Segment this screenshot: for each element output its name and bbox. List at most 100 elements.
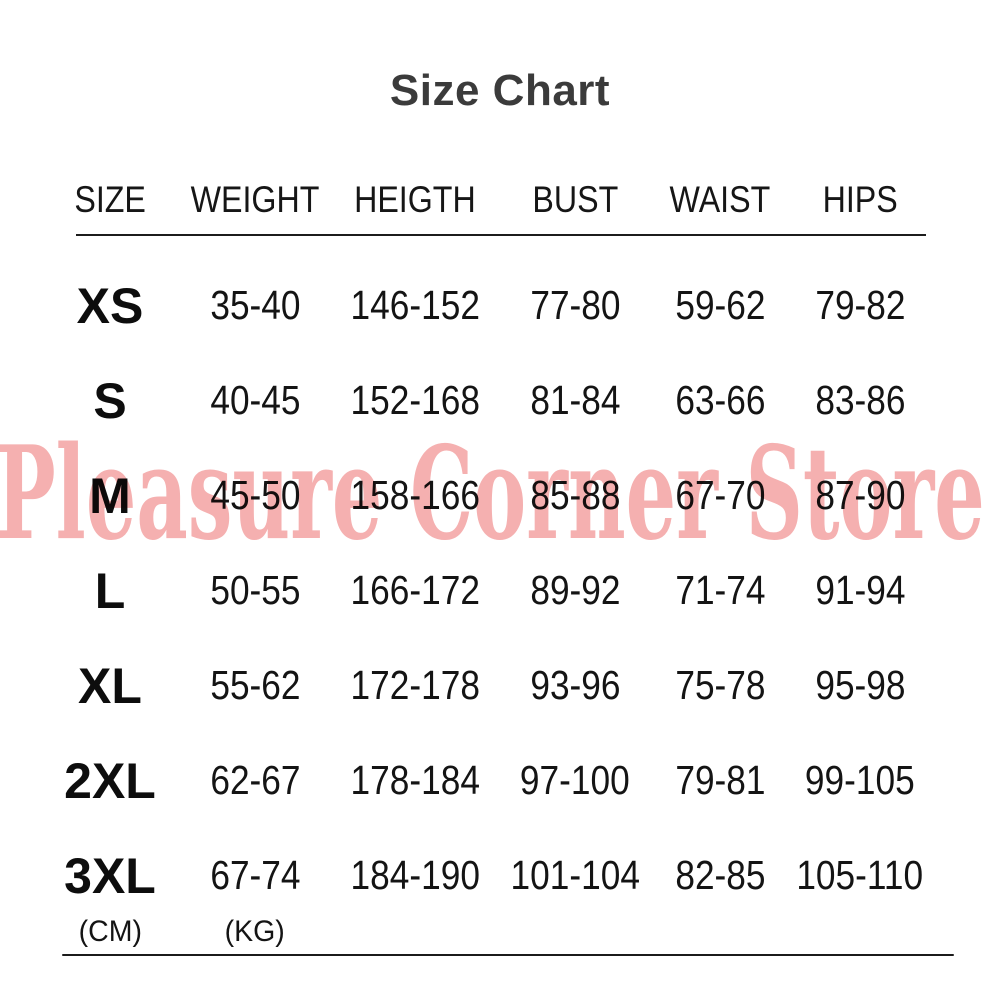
waist-value: 79-81 (674, 757, 766, 803)
bust-value: 81-84 (529, 377, 621, 423)
weight-value: 62-67 (209, 757, 301, 803)
size-label: XS (76, 277, 144, 334)
table-cell: 67-70 (668, 472, 773, 519)
table-cell: 87-90 (808, 472, 913, 519)
column-header-waist-label: WAIST (669, 179, 771, 220)
column-header-bust-label: BUST (532, 179, 618, 220)
table-cell: 85-88 (523, 472, 628, 519)
waist-value: 67-70 (674, 472, 766, 518)
table-cell: 152-168 (340, 377, 490, 424)
table-cell: 101-104 (500, 852, 650, 899)
table-cell: 91-94 (808, 567, 913, 614)
table-cell: 55-62 (203, 662, 308, 709)
weight-value: 67-74 (209, 852, 301, 898)
bust-value: 97-100 (520, 757, 630, 803)
cm-unit-label: (CM) (78, 915, 142, 948)
height-value: 158-166 (350, 472, 480, 518)
weight-value: 40-45 (209, 377, 301, 423)
size-label: 3XL (64, 847, 156, 904)
units-row: (CM) (KG) (40, 912, 930, 952)
table-cell: 50-55 (203, 567, 308, 614)
height-value: 172-178 (350, 662, 480, 708)
size-label: L (94, 562, 126, 619)
table-cell: 184-190 (340, 852, 490, 899)
kg-unit-label: (KG) (224, 915, 286, 948)
size-label: 2XL (64, 752, 156, 809)
table-row-xs-size: XS (77, 277, 144, 335)
hips-value: 91-94 (814, 567, 906, 613)
hips-value: 95-98 (814, 662, 906, 708)
table-cell: 158-166 (340, 472, 490, 519)
table-cell: 63-66 (668, 377, 773, 424)
unit-label-cm: (CM) (77, 915, 144, 949)
table-cell: 35-40 (203, 282, 308, 329)
table-cell: 172-178 (340, 662, 490, 709)
table-cell: 62-67 (203, 757, 308, 804)
table-cell: 166-172 (340, 567, 490, 614)
table-header-row: SIZE WEIGHT HEIGTH BUST WAIST HIPS (40, 178, 930, 222)
hips-value: 87-90 (814, 472, 906, 518)
bust-value: 93-96 (529, 662, 621, 708)
table-row-xl-size: XL (78, 657, 142, 715)
height-value: 166-172 (350, 567, 480, 613)
table-cell: 40-45 (203, 377, 308, 424)
table-row-l-size: L (95, 562, 126, 620)
column-header-size-label: SIZE (74, 179, 146, 220)
table-cell: 79-81 (668, 757, 773, 804)
bust-value: 85-88 (529, 472, 621, 518)
table-cell: 82-85 (668, 852, 773, 899)
column-header-height: HEIGTH (345, 179, 485, 221)
table-cell: 99-105 (796, 757, 924, 804)
table-cell: 71-74 (668, 567, 773, 614)
table-cell: 146-152 (340, 282, 490, 329)
hips-value: 99-105 (805, 757, 915, 803)
table-row-m-size: M (89, 467, 131, 525)
weight-value: 45-50 (209, 472, 301, 518)
size-label: M (89, 467, 131, 524)
column-header-waist: WAIST (662, 179, 778, 221)
table-cell: 93-96 (523, 662, 628, 709)
table-row-2xl-size: 2XL (64, 752, 156, 810)
table-cell: 67-74 (203, 852, 308, 899)
table-row-s-size: S (93, 372, 126, 430)
column-header-weight-label: WEIGHT (190, 179, 320, 220)
column-header-hips-label: HIPS (822, 179, 898, 220)
height-value: 152-168 (350, 377, 480, 423)
table-cell: 97-100 (511, 757, 639, 804)
bottom-underline (62, 954, 954, 956)
page-title: Size Chart (389, 66, 611, 115)
header-underline (76, 234, 926, 236)
hips-value: 83-86 (814, 377, 906, 423)
weight-value: 55-62 (209, 662, 301, 708)
column-header-height-label: HEIGTH (354, 179, 476, 220)
column-header-bust: BUST (526, 179, 625, 221)
weight-value: 50-55 (209, 567, 301, 613)
waist-value: 71-74 (674, 567, 766, 613)
hips-value: 105-110 (796, 852, 924, 898)
height-value: 178-184 (350, 757, 480, 803)
table-cell: 45-50 (203, 472, 308, 519)
unit-label-kg: (KG) (223, 915, 286, 949)
table-cell: 79-82 (808, 282, 913, 329)
waist-value: 59-62 (674, 282, 766, 328)
bust-value: 77-80 (529, 282, 621, 328)
bust-value: 101-104 (510, 852, 640, 898)
size-label: XL (78, 657, 142, 714)
table-cell: 81-84 (523, 377, 628, 424)
table-cell: 178-184 (340, 757, 490, 804)
weight-value: 35-40 (209, 282, 301, 328)
size-label: S (93, 372, 127, 429)
waist-value: 82-85 (674, 852, 766, 898)
table-cell: 75-78 (668, 662, 773, 709)
waist-value: 75-78 (674, 662, 766, 708)
waist-value: 63-66 (674, 377, 766, 423)
column-header-size: SIZE (69, 179, 151, 221)
table-row-3xl-size: 3XL (64, 847, 156, 905)
table-cell: 83-86 (808, 377, 913, 424)
table-cell: 89-92 (523, 567, 628, 614)
bust-value: 89-92 (529, 567, 621, 613)
size-chart-table: XS 35-40 146-152 77-80 59-62 79-82 S 40-… (40, 258, 930, 923)
table-cell: 105-110 (786, 852, 933, 899)
table-cell: 59-62 (668, 282, 773, 329)
